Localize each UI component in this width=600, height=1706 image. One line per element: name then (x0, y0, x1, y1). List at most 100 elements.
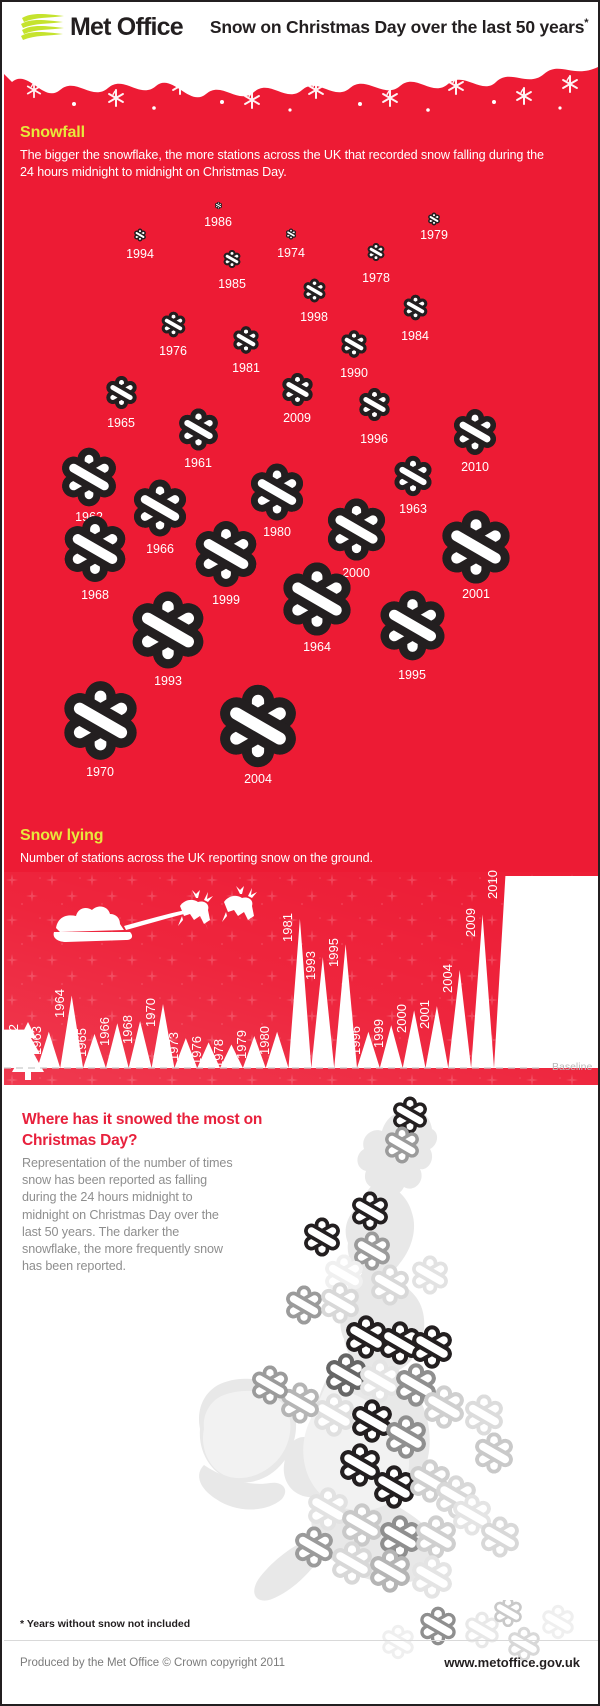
met-office-logo: Met Office (20, 12, 184, 42)
snowfall-flake-1980 (240, 455, 314, 529)
snowfall-flake-label-2001: 2001 (462, 587, 490, 601)
baseline-label: Baseline (552, 1061, 593, 1073)
map-snow-flake (481, 1516, 519, 1558)
snowfall-flake-label-2004: 2004 (244, 772, 272, 786)
snow-lying-area-chart (4, 872, 598, 1085)
snowfall-flake-2001 (428, 499, 524, 595)
map-snow-flake (295, 1526, 333, 1568)
snow-lying-year-1973: 1973 (165, 1032, 181, 1062)
footer-flake-icon (494, 1600, 522, 1627)
map-snow-flake (393, 1096, 427, 1134)
met-office-logo-text: Met Office (70, 12, 184, 41)
snowfall-flake-1965 (100, 371, 143, 414)
snow-lying-heading: Snow lying (20, 827, 104, 844)
map-heading: Where has it snowed the most on Christma… (22, 1111, 263, 1149)
snowfall-flake-label-1985: 1985 (218, 277, 246, 291)
snowfall-flake-1970 (49, 669, 152, 772)
snowfall-flake-label-1990: 1990 (340, 366, 368, 380)
footer-divider (4, 1640, 598, 1641)
snowfall-flake-label-1980: 1980 (263, 525, 291, 539)
snow-lying-year-1995: 1995 (325, 938, 341, 968)
snowfall-flake-1978 (364, 240, 388, 264)
snowfall-flake-label-1986: 1986 (204, 215, 232, 229)
snowfall-flake-1984 (399, 291, 432, 324)
map-snow-flake (371, 1264, 409, 1306)
snowfall-flake-label-1964: 1964 (303, 640, 331, 654)
snow-lying-year-1963: 1963 (28, 1025, 44, 1055)
map-snow-flake (308, 1487, 348, 1531)
snow-lying-year-2000: 2000 (394, 1004, 410, 1034)
snowfall-flake-label-1995: 1995 (398, 668, 426, 682)
snowfall-flake-label-1984: 1984 (401, 329, 429, 343)
page-title-asterisk: * (584, 16, 589, 29)
snow-lying-year-1999: 1999 (371, 1019, 387, 1049)
snowfall-flake-1994 (132, 227, 148, 243)
map-snow-flake (321, 1282, 359, 1324)
map-body-text: Representation of the number of times sn… (22, 1156, 233, 1274)
snow-lying-description: Number of stations across the UK reporti… (20, 851, 373, 865)
map-snow-flake (385, 1126, 419, 1164)
snow-lying-year-1964: 1964 (51, 989, 67, 1019)
footer-flake-icon (382, 1624, 414, 1660)
snow-lying-year-1981: 1981 (279, 912, 295, 942)
map-snow-flake (360, 1359, 400, 1403)
snow-lying-year-1965: 1965 (74, 1027, 90, 1057)
snowfall-flake-2004 (204, 672, 312, 780)
snowfall-flake-label-2009: 2009 (283, 411, 311, 425)
snowfall-flake-1979 (426, 211, 442, 227)
snowfall-flake-1998 (299, 275, 330, 306)
footer-flake-icon (508, 1626, 540, 1662)
snowfall-flake-1966 (123, 471, 197, 545)
snow-lying-year-labels: 1962 1963 1964 1965 1966 1968 1970 1973 1976 1978… (4, 870, 598, 1085)
footer-flake-icon (465, 1611, 499, 1649)
snow-edge-decoration (4, 52, 598, 112)
snowfall-flake-label-1993: 1993 (154, 674, 182, 688)
snowfall-flake-1995 (367, 580, 458, 671)
snowfall-heading: Snowfall (20, 124, 85, 141)
map-panel: Where has it snowed the most on Christma… (4, 1085, 598, 1704)
snowfall-flake-label-1965: 1965 (107, 416, 135, 430)
map-snow-flake (370, 1549, 410, 1593)
snow-lying-year-2001: 2001 (416, 1000, 432, 1030)
snow-lying-year-1968: 1968 (120, 1015, 136, 1045)
page-title: Snow on Christmas Day over the last 50 y… (210, 17, 589, 38)
map-snow-flake (354, 1231, 390, 1271)
met-office-wave-logo-icon (21, 14, 64, 40)
snowfall-flake-label-1999: 1999 (212, 593, 240, 607)
snowfall-flake-label-1998: 1998 (300, 310, 328, 324)
snow-lying-year-1976: 1976 (188, 1036, 204, 1066)
map-snow-flake (412, 1255, 448, 1295)
snowfall-scatter: 1986 1994 1974 1979 1985 1978 1998 1976 1984 1981… (4, 52, 598, 832)
red-panel: Snowfall The bigger the snowflake, the m… (4, 52, 598, 1085)
map-snow-flake (412, 1325, 452, 1369)
snow-lying-year-1993: 1993 (302, 951, 318, 981)
map-snow-flake (252, 1365, 288, 1405)
uk-snow-frequency-map (194, 1085, 598, 1645)
map-snow-flake (352, 1399, 392, 1443)
uk-map-svg (198, 1096, 519, 1601)
snowfall-flake-label-1968: 1968 (81, 588, 109, 602)
snowfall-flake-label-1961: 1961 (184, 456, 212, 470)
map-snow-flake (314, 1393, 354, 1437)
snowfall-flake-2009 (276, 368, 319, 411)
map-snow-flake (326, 1353, 366, 1397)
snowfall-flake-1981 (228, 322, 264, 358)
snowfall-flake-label-1963: 1963 (399, 502, 427, 516)
map-snow-flake (281, 1382, 319, 1424)
snow-lying-year-1962: 1962 (6, 1023, 21, 1053)
snowfall-flake-1962 (51, 439, 127, 515)
footer-flake-decoration (382, 1600, 574, 1662)
snowfall-flake-2010 (445, 402, 505, 462)
snow-lying-year-2010: 2010 (485, 870, 501, 899)
snowfall-flake-label-1976: 1976 (159, 344, 187, 358)
snowfall-flake-1993 (118, 580, 218, 680)
snowfall-flake-label-1994: 1994 (126, 247, 154, 261)
snowfall-flake-1996 (353, 383, 396, 426)
snow-lying-year-1970: 1970 (142, 998, 158, 1027)
snowfall-flake-label-1996: 1996 (360, 432, 388, 446)
footer-flake-icon (542, 1604, 574, 1640)
snowfall-flake-label-1970: 1970 (86, 765, 114, 779)
map-snow-flake (332, 1541, 372, 1585)
footer-flake-icon (420, 1606, 456, 1646)
